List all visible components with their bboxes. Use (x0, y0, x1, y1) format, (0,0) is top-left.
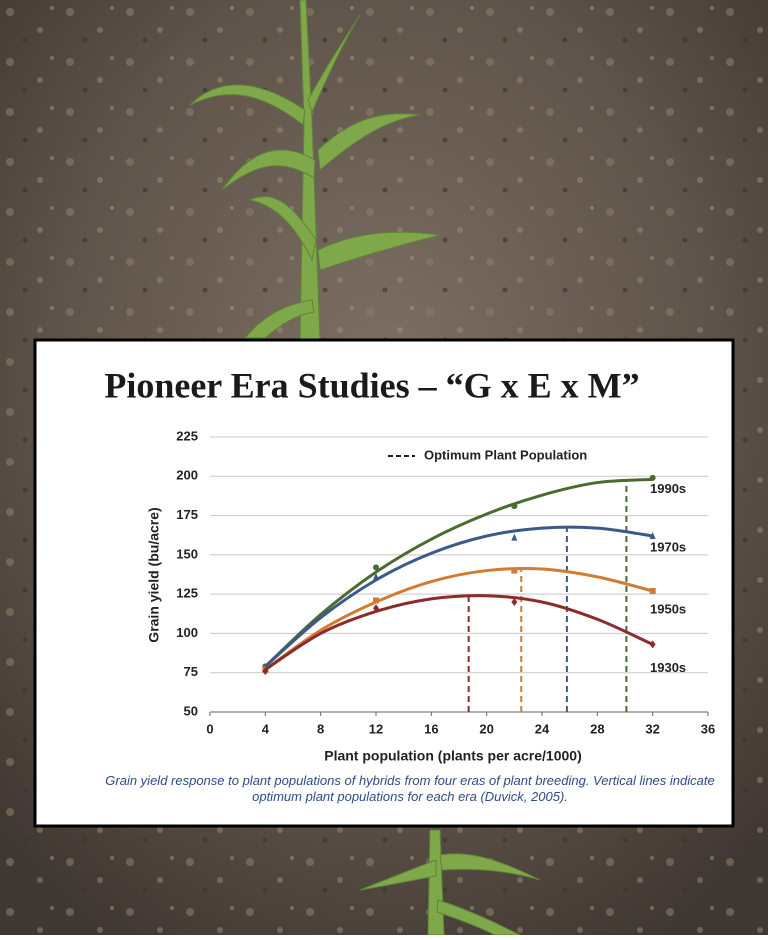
y-tick-label: 125 (176, 586, 198, 601)
x-axis-label: Plant population (plants per acre/1000) (324, 748, 582, 764)
data-point (649, 640, 656, 649)
x-tick-label: 12 (369, 721, 383, 736)
data-point (511, 533, 518, 541)
data-point (649, 474, 656, 481)
data-point (649, 588, 656, 594)
data-point (511, 598, 518, 606)
corn-plant (359, 829, 541, 936)
y-tick-label: 225 (176, 428, 198, 443)
y-tick-label: 150 (176, 546, 198, 561)
y-tick-label: 100 (176, 625, 198, 640)
y-tick-label: 50 (184, 703, 198, 718)
fit-curve (264, 594, 654, 671)
data-point (373, 572, 379, 580)
data-point (373, 564, 379, 571)
data-point (511, 567, 518, 574)
x-tick-label: 0 (206, 721, 213, 736)
chart-title: Pioneer Era Studies – “G x E x M” (104, 365, 639, 405)
x-tick-label: 36 (701, 721, 715, 736)
fit-curve (264, 477, 653, 668)
x-tick-label: 28 (590, 721, 604, 736)
fit-curve (264, 525, 653, 668)
series-label: 1950s (650, 601, 686, 616)
chart-card (33, 338, 735, 828)
series-label: 1970s (650, 539, 686, 554)
data-point (649, 532, 656, 539)
y-axis-label: Grain yield (bu/acre) (146, 507, 162, 642)
x-tick-label: 24 (535, 721, 550, 736)
x-tick-label: 32 (645, 721, 659, 736)
fit-curve (264, 566, 654, 671)
y-tick-label: 75 (184, 664, 198, 679)
caption: Grain yield response to plant population… (105, 773, 715, 804)
data-point (373, 597, 379, 604)
x-tick-label: 20 (479, 721, 493, 736)
y-tick-label: 175 (176, 507, 198, 522)
corn-plant (189, 0, 441, 341)
series-label: 1990s (650, 481, 686, 496)
data-point (373, 604, 379, 613)
data-point (511, 503, 518, 510)
series-label: 1930s (650, 660, 686, 675)
x-tick-label: 8 (317, 721, 324, 736)
data-point (262, 667, 269, 676)
x-tick-label: 4 (262, 721, 270, 736)
x-tick-label: 16 (424, 721, 438, 736)
legend-label: Optimum Plant Population (424, 447, 587, 462)
y-tick-label: 200 (176, 468, 198, 483)
